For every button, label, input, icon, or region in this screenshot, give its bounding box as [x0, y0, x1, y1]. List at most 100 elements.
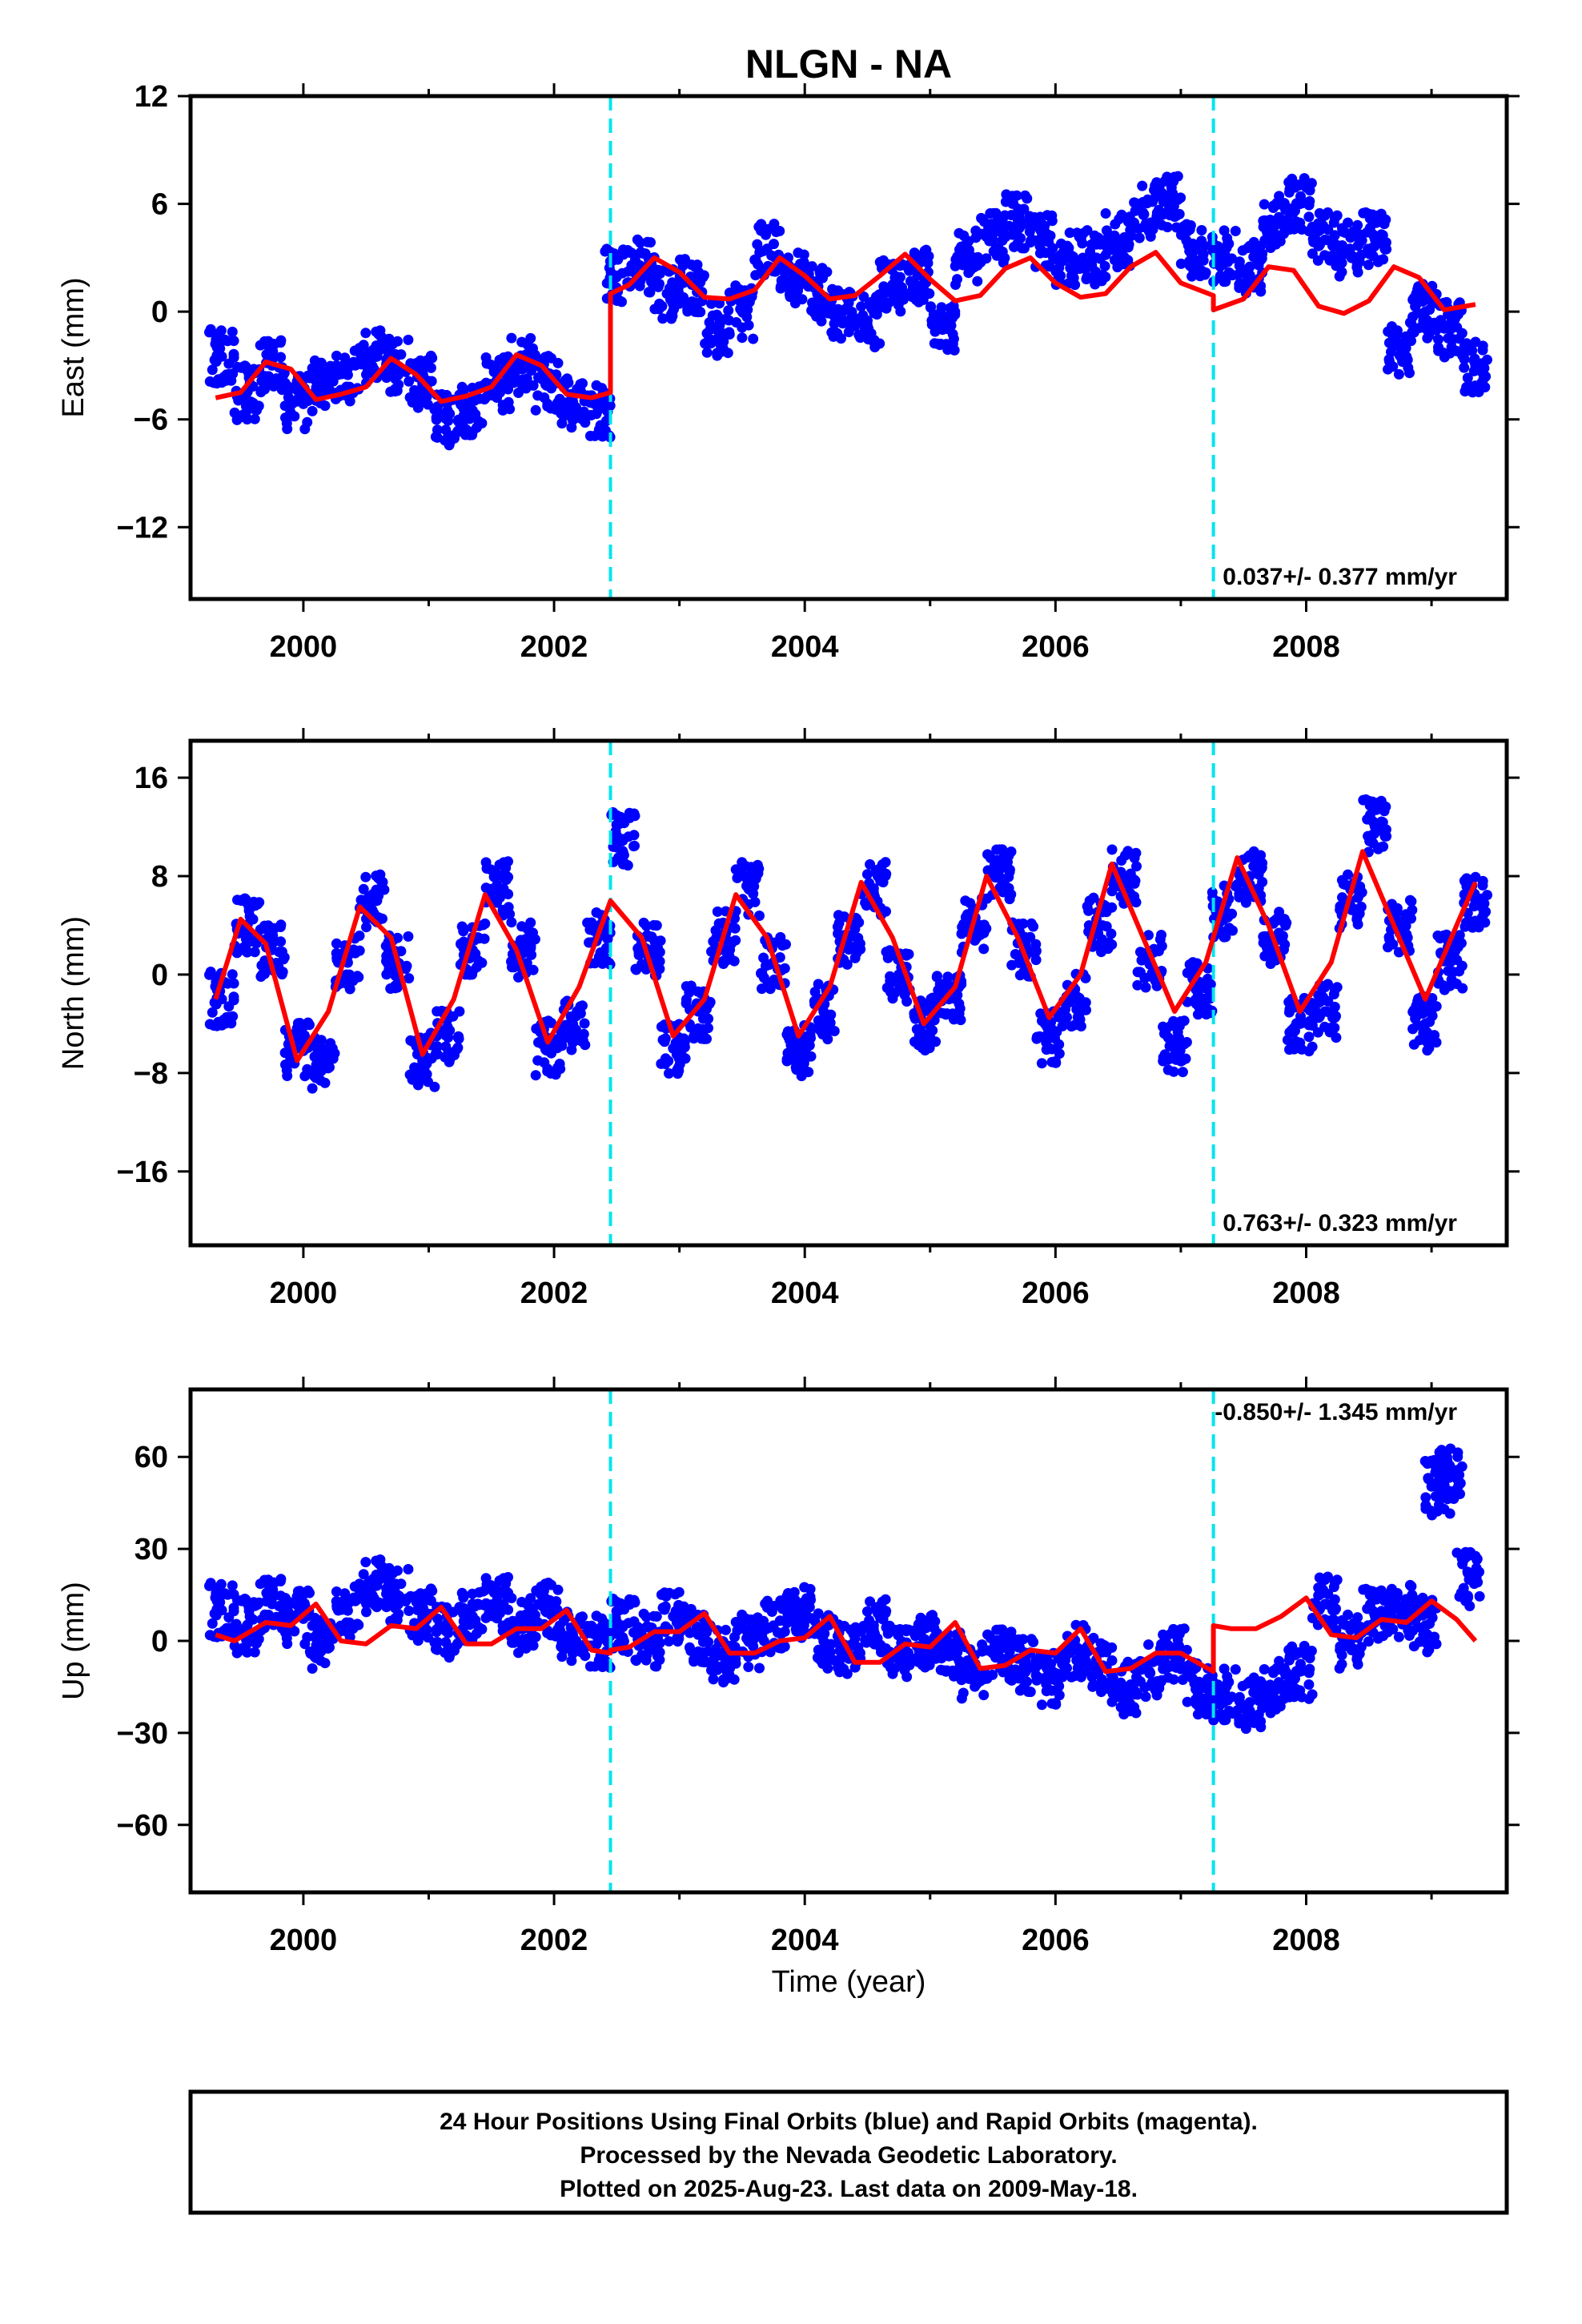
up-scatter-point — [443, 1643, 454, 1655]
up-scatter-point — [492, 1613, 503, 1624]
east-scatter-point — [1083, 272, 1094, 283]
east-scatter-point — [566, 422, 577, 433]
up-scatter-point — [361, 1606, 371, 1618]
north-scatter-point — [1057, 1007, 1068, 1019]
east-scatter-point — [344, 396, 355, 407]
north-scatter-point — [932, 971, 942, 982]
north-scatter-point — [1168, 1015, 1179, 1027]
up-scatter-point — [737, 1609, 748, 1620]
east-scatter-point — [1367, 209, 1378, 220]
north-scatter-point — [576, 1031, 587, 1042]
east-scatter-point — [556, 406, 568, 417]
north-scatter-point — [1168, 1066, 1179, 1077]
east-scatter-point — [403, 334, 414, 345]
east-scatter-point — [1275, 235, 1286, 247]
north-scatter-point — [901, 948, 911, 959]
east-scatter-point — [228, 336, 239, 347]
north-scatter-point — [855, 943, 866, 955]
east-scatter-point — [1476, 358, 1488, 369]
north-scatter-point — [1283, 1007, 1295, 1018]
east-scatter-point — [1068, 265, 1079, 276]
east-scatter-point — [749, 254, 761, 265]
north-scatter-point — [315, 1075, 326, 1086]
north-scatter-point — [586, 917, 597, 928]
east-scatter-point — [1046, 210, 1058, 221]
up-scatter-point — [781, 1618, 793, 1629]
north-scatter-point — [712, 906, 723, 917]
up-scatter-point — [371, 1570, 382, 1580]
east-scatter-point — [444, 408, 456, 420]
east-scatter-point — [950, 260, 961, 271]
north-scatter-point — [1177, 1067, 1188, 1078]
east-scatter-point — [467, 408, 478, 419]
up-scatter-point — [456, 1605, 467, 1616]
north-scatter-point — [1164, 1040, 1175, 1051]
north-scatter-point — [1257, 876, 1268, 887]
east-scatter-point — [737, 307, 749, 318]
north-scatter-point — [982, 849, 993, 860]
east-scatter-point — [863, 323, 874, 334]
up-scatter-point — [538, 1586, 549, 1597]
north-x-tick-label: 2002 — [520, 1277, 588, 1310]
north-scatter-point — [1468, 901, 1480, 912]
north-scatter-point — [1261, 941, 1272, 952]
up-scatter-point — [651, 1611, 662, 1622]
east-scatter-point — [1459, 362, 1470, 373]
north-scatter-point — [256, 960, 267, 971]
north-scatter-point — [1354, 883, 1365, 894]
north-scatter-point — [654, 963, 665, 975]
east-scatter-point — [1011, 190, 1022, 201]
east-scatter-point — [1289, 179, 1300, 191]
east-scatter-point — [797, 294, 808, 305]
north-scatter-point — [620, 858, 632, 870]
north-scatter-point — [516, 921, 528, 932]
north-scatter-point — [1151, 980, 1162, 991]
east-scatter-point — [1314, 207, 1325, 219]
up-scatter-point — [283, 1599, 295, 1610]
north-scatter-point — [1156, 930, 1166, 940]
north-x-tick-label: 2008 — [1272, 1277, 1340, 1310]
up-scatter-point — [805, 1591, 816, 1602]
north-scatter-point — [228, 978, 239, 989]
up-scatter-point — [789, 1610, 801, 1622]
east-scatter-point — [443, 431, 454, 442]
east-scatter-point — [1184, 246, 1195, 257]
east-scatter-point — [705, 324, 716, 336]
up-scatter-point — [697, 1636, 709, 1647]
east-scatter-point — [593, 424, 604, 435]
east-scatter-point — [1075, 233, 1086, 244]
north-scatter-point — [654, 956, 665, 967]
east-scatter-point — [1315, 224, 1326, 235]
east-scatter-point — [1066, 250, 1076, 261]
north-scatter-point — [515, 935, 526, 946]
east-scatter-point — [628, 249, 640, 260]
north-scatter-point — [467, 969, 478, 980]
north-scatter-point — [1480, 917, 1491, 928]
up-scatter-point — [713, 1661, 725, 1672]
east-scatter-point — [1373, 256, 1383, 267]
east-scatter-point — [1451, 321, 1462, 332]
north-scatter-point — [531, 1023, 542, 1034]
north-y-tick-label: −8 — [134, 1057, 168, 1091]
north-scatter-point — [970, 935, 981, 946]
east-scatter-point — [497, 404, 508, 416]
north-scatter-point — [617, 846, 628, 857]
up-scatter-point — [295, 1586, 306, 1597]
north-scatter-point — [1050, 1057, 1062, 1068]
north-scatter-point — [873, 870, 883, 882]
north-scatter-point — [1200, 983, 1211, 994]
up-scatter-point — [361, 1598, 371, 1610]
east-scatter-point — [806, 261, 817, 272]
east-scatter-point — [1304, 195, 1315, 207]
up-scatter-point — [383, 1598, 395, 1610]
north-scatter-point — [1106, 844, 1118, 855]
north-scatter-point — [781, 1029, 793, 1040]
east-scatter-point — [680, 254, 690, 265]
up-scatter-point — [638, 1608, 649, 1619]
east-scatter-point — [1443, 332, 1454, 344]
north-scatter-point — [800, 1053, 811, 1064]
north-scatter-point — [885, 975, 897, 986]
east-scatter-point — [417, 396, 428, 408]
north-scatter-point — [593, 951, 604, 963]
north-scatter-point — [721, 955, 733, 966]
